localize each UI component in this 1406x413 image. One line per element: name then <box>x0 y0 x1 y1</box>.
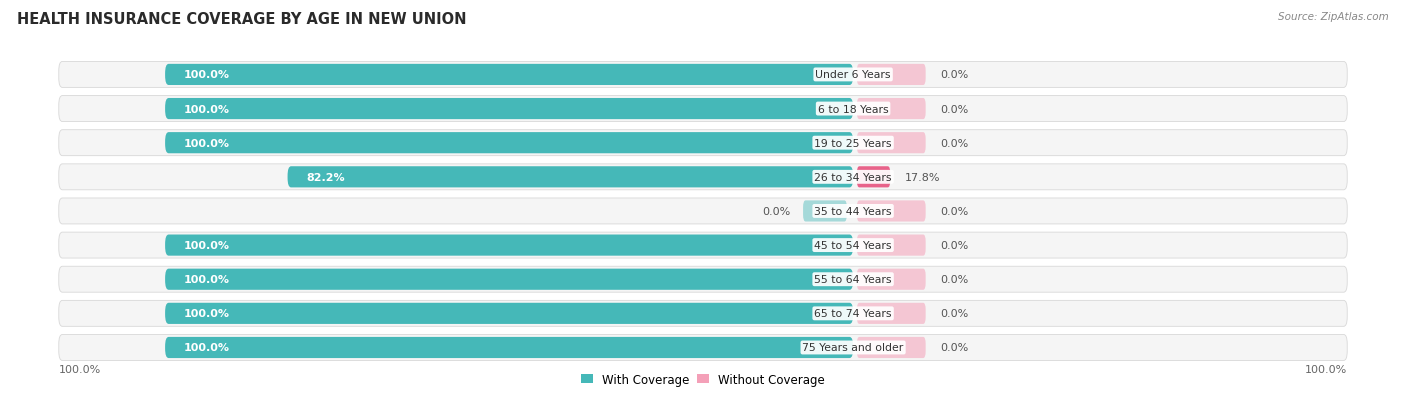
Text: 82.2%: 82.2% <box>307 172 344 183</box>
FancyBboxPatch shape <box>856 167 890 188</box>
Text: HEALTH INSURANCE COVERAGE BY AGE IN NEW UNION: HEALTH INSURANCE COVERAGE BY AGE IN NEW … <box>17 12 467 27</box>
Text: 100.0%: 100.0% <box>184 104 229 114</box>
FancyBboxPatch shape <box>59 96 1347 122</box>
Legend: With Coverage, Without Coverage: With Coverage, Without Coverage <box>576 368 830 390</box>
FancyBboxPatch shape <box>165 133 853 154</box>
Text: 100.0%: 100.0% <box>184 275 229 285</box>
FancyBboxPatch shape <box>856 235 925 256</box>
Text: 65 to 74 Years: 65 to 74 Years <box>814 309 891 318</box>
Text: 26 to 34 Years: 26 to 34 Years <box>814 172 891 183</box>
Text: 55 to 64 Years: 55 to 64 Years <box>814 275 891 285</box>
Text: 0.0%: 0.0% <box>941 275 969 285</box>
Text: 100.0%: 100.0% <box>1305 364 1347 374</box>
FancyBboxPatch shape <box>59 267 1347 292</box>
FancyBboxPatch shape <box>288 167 853 188</box>
Text: 0.0%: 0.0% <box>941 240 969 250</box>
Text: 0.0%: 0.0% <box>762 206 790 216</box>
FancyBboxPatch shape <box>856 99 925 120</box>
FancyBboxPatch shape <box>165 337 853 358</box>
Text: 0.0%: 0.0% <box>941 206 969 216</box>
Text: 0.0%: 0.0% <box>941 138 969 148</box>
Text: 0.0%: 0.0% <box>941 309 969 318</box>
FancyBboxPatch shape <box>59 131 1347 156</box>
Text: Under 6 Years: Under 6 Years <box>815 70 891 80</box>
Text: 75 Years and older: 75 Years and older <box>803 343 904 353</box>
FancyBboxPatch shape <box>59 62 1347 88</box>
Text: 0.0%: 0.0% <box>941 70 969 80</box>
FancyBboxPatch shape <box>165 269 853 290</box>
FancyBboxPatch shape <box>803 201 846 222</box>
Text: 35 to 44 Years: 35 to 44 Years <box>814 206 891 216</box>
FancyBboxPatch shape <box>856 269 925 290</box>
FancyBboxPatch shape <box>165 303 853 324</box>
FancyBboxPatch shape <box>165 99 853 120</box>
FancyBboxPatch shape <box>165 65 853 86</box>
FancyBboxPatch shape <box>59 301 1347 327</box>
FancyBboxPatch shape <box>856 337 925 358</box>
Text: 45 to 54 Years: 45 to 54 Years <box>814 240 891 250</box>
Text: 100.0%: 100.0% <box>184 240 229 250</box>
FancyBboxPatch shape <box>856 65 925 86</box>
Text: 19 to 25 Years: 19 to 25 Years <box>814 138 891 148</box>
Text: 17.8%: 17.8% <box>905 172 941 183</box>
Text: 0.0%: 0.0% <box>941 104 969 114</box>
Text: 100.0%: 100.0% <box>184 309 229 318</box>
FancyBboxPatch shape <box>59 164 1347 190</box>
FancyBboxPatch shape <box>856 133 925 154</box>
Text: 6 to 18 Years: 6 to 18 Years <box>818 104 889 114</box>
Text: 100.0%: 100.0% <box>59 364 101 374</box>
FancyBboxPatch shape <box>59 233 1347 259</box>
Text: 100.0%: 100.0% <box>184 138 229 148</box>
Text: Source: ZipAtlas.com: Source: ZipAtlas.com <box>1278 12 1389 22</box>
FancyBboxPatch shape <box>165 235 853 256</box>
FancyBboxPatch shape <box>856 303 925 324</box>
Text: 100.0%: 100.0% <box>184 70 229 80</box>
Text: 0.0%: 0.0% <box>941 343 969 353</box>
FancyBboxPatch shape <box>856 201 925 222</box>
FancyBboxPatch shape <box>59 335 1347 361</box>
Text: 100.0%: 100.0% <box>184 343 229 353</box>
FancyBboxPatch shape <box>59 199 1347 224</box>
